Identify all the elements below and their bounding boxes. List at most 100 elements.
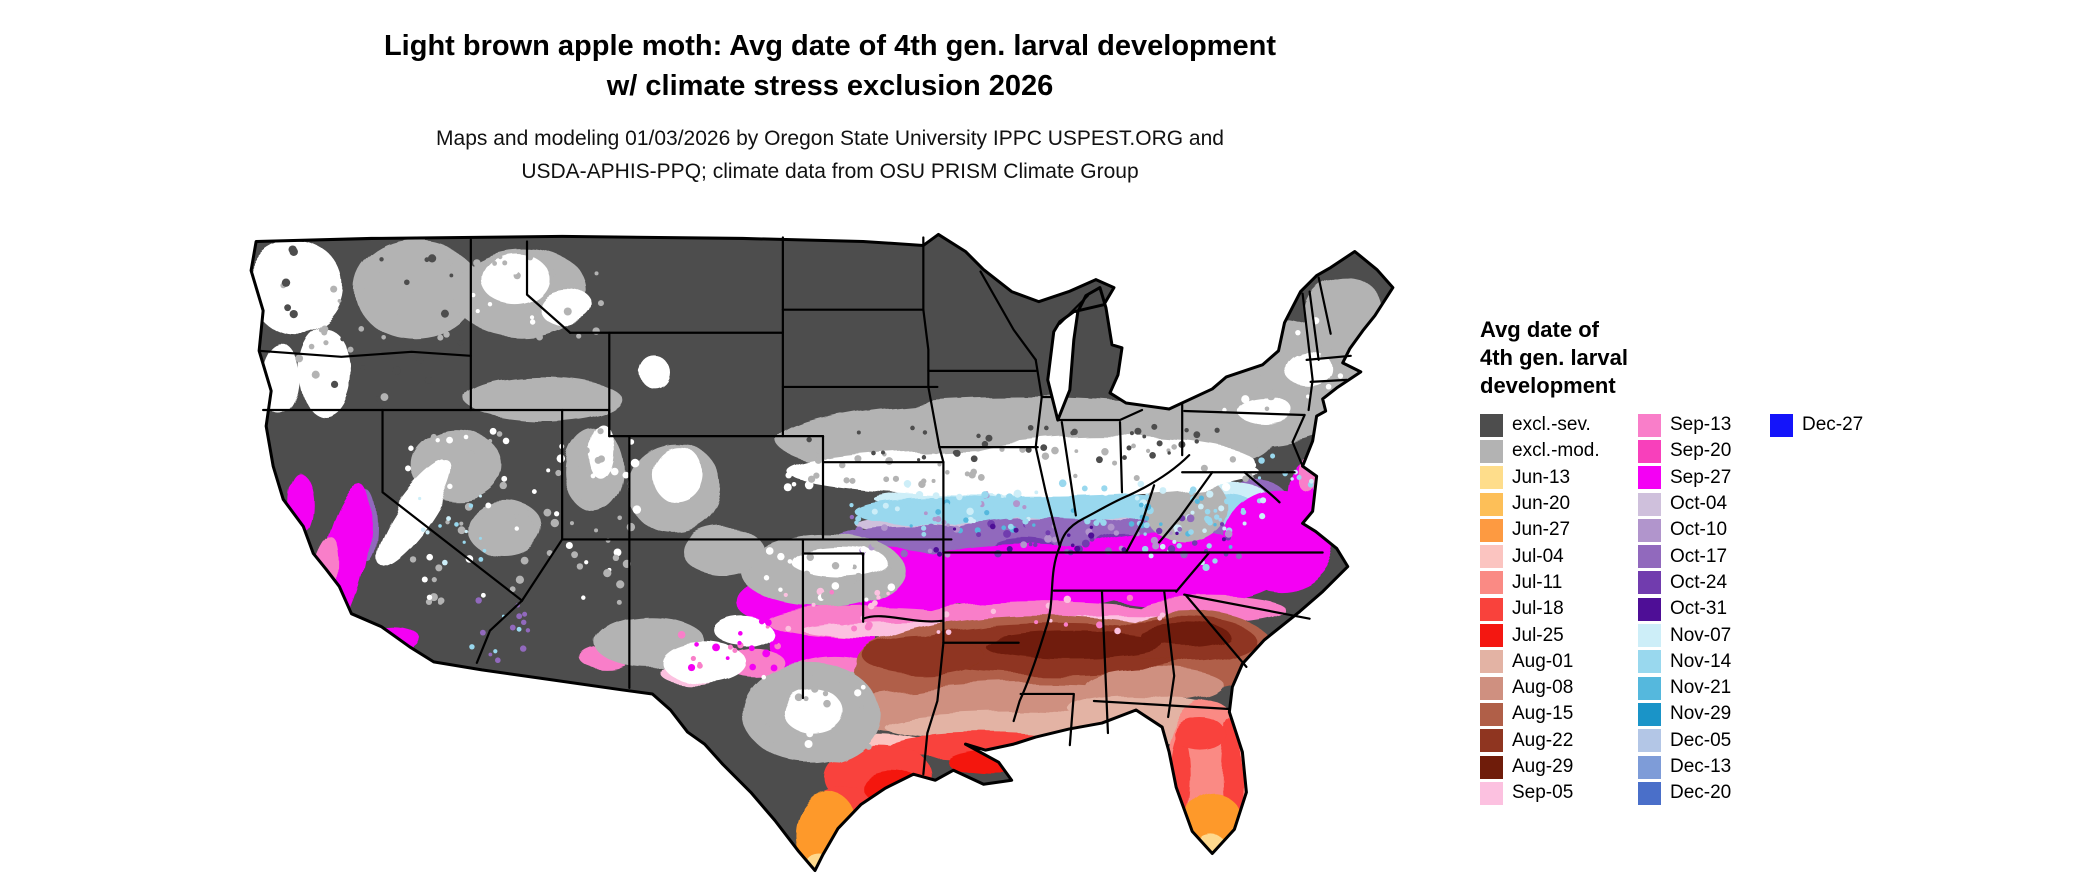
legend-item: Dec-13 [1638,754,1770,780]
us-map-svg [249,232,1395,873]
legend-item: Dec-05 [1638,728,1770,754]
legend-label: Oct-04 [1670,493,1728,515]
legend-item: Nov-21 [1638,675,1770,701]
map-title-line2: w/ climate stress exclusion 2026 [606,70,1054,102]
legend-item: Oct-04 [1638,491,1770,517]
legend-swatch [1638,518,1661,542]
legend-item: Jun-13 [1480,465,1638,491]
legend-label: Aug-15 [1512,703,1574,725]
legend-label: Aug-01 [1512,650,1574,672]
legend-swatch [1480,439,1503,463]
map-subtitle-line2: USDA-APHIS-PPQ; climate data from OSU PR… [521,160,1139,183]
legend-swatch [1638,466,1661,490]
legend-label: Oct-10 [1670,519,1728,541]
legend-label: excl.-mod. [1512,440,1600,462]
map-region-south-texas [791,789,859,871]
legend-label: Dec-05 [1670,729,1732,751]
legend-swatch [1638,413,1661,437]
us-choropleth-map [221,229,1425,888]
map-subtitle-line1: Maps and modeling 01/03/2026 by Oregon S… [436,127,1224,150]
legend-swatch [1638,650,1661,674]
legend-label: Jul-04 [1512,545,1564,567]
legend-label: Nov-21 [1670,677,1732,699]
legend-item: Sep-13 [1638,412,1770,438]
map-state-borders [258,236,1352,776]
legend-item: Sep-05 [1480,780,1638,806]
legend-item: excl.-sev. [1480,412,1638,438]
map-title-line1: Light brown apple moth: Avg date of 4th … [383,30,1277,62]
legend-item: Oct-17 [1638,543,1770,569]
map-region-florida [1167,700,1252,856]
legend-label: Sep-20 [1670,440,1732,462]
legend-item: Jun-27 [1480,517,1638,543]
legend-item: Sep-27 [1638,465,1770,491]
map-subtitle: Maps and modeling 01/03/2026 by Oregon S… [0,122,1660,188]
legend-item: Jul-25 [1480,622,1638,648]
legend-swatch [1638,492,1661,516]
legend-column-3: Dec-27 [1770,412,1890,438]
map-title: Light brown apple moth: Avg date of 4th … [0,26,1660,106]
legend-item: Jul-11 [1480,570,1638,596]
legend-column-1: excl.-sev. excl.-mod. Jun-13 Jun-20 Jun-27 Ju… [1480,412,1638,806]
map-legend: Avg date of 4th gen. larval development … [1480,316,1960,806]
legend-title-line3: development [1480,373,1616,398]
legend-columns: excl.-sev. excl.-mod. Jun-13 Jun-20 Jun-27 Ju… [1480,412,1960,806]
legend-swatch [1638,439,1661,463]
legend-label: Jun-20 [1512,493,1571,515]
legend-swatch [1770,413,1793,437]
legend-label: Oct-31 [1670,598,1728,620]
legend-swatch [1480,755,1503,779]
legend-title-line2: 4th gen. larval [1480,345,1628,370]
legend-item: Oct-24 [1638,570,1770,596]
legend-label: Nov-07 [1670,624,1732,646]
legend-swatch [1480,466,1503,490]
legend-swatch [1638,545,1661,569]
legend-swatch [1480,650,1503,674]
legend-item: Oct-31 [1638,596,1770,622]
legend-swatch [1480,729,1503,753]
legend-item: Aug-15 [1480,701,1638,727]
legend-item: Aug-08 [1480,675,1638,701]
legend-label: Aug-22 [1512,729,1574,751]
legend-label: Sep-27 [1670,466,1732,488]
legend-swatch [1480,781,1503,805]
legend-item: Oct-10 [1638,517,1770,543]
legend-swatch [1638,755,1661,779]
legend-item: Sep-20 [1638,438,1770,464]
legend-label: Oct-24 [1670,571,1728,593]
legend-swatch [1638,571,1661,595]
legend-label: Dec-27 [1802,414,1864,436]
legend-label: Jul-11 [1512,571,1563,593]
legend-swatch [1638,729,1661,753]
legend-label: Dec-13 [1670,756,1732,777]
legend-label: Jun-13 [1512,466,1571,488]
legend-item: Aug-01 [1480,649,1638,675]
legend-swatch [1480,571,1503,595]
map-raster-area [251,234,1393,871]
legend-label: Sep-05 [1512,782,1574,804]
legend-label: Jun-27 [1512,519,1571,541]
legend-item: excl.-mod. [1480,438,1638,464]
legend-item: Nov-29 [1638,701,1770,727]
legend-label: Aug-08 [1512,677,1574,699]
legend-label: Sep-13 [1670,414,1732,436]
legend-swatch [1480,702,1503,726]
legend-label: Oct-17 [1670,545,1728,567]
legend-title: Avg date of 4th gen. larval development [1480,316,1960,400]
legend-item: Jun-20 [1480,491,1638,517]
page-header: Light brown apple moth: Avg date of 4th … [0,26,1660,188]
legend-label: Nov-29 [1670,703,1732,725]
legend-label: Dec-20 [1670,782,1732,804]
legend-swatch [1638,781,1661,805]
legend-swatch [1480,518,1503,542]
legend-item: Jul-04 [1480,543,1638,569]
legend-label: Jul-25 [1512,624,1564,646]
legend-label: Aug-29 [1512,756,1574,777]
legend-item: Nov-07 [1638,622,1770,648]
legend-swatch [1480,413,1503,437]
legend-label: excl.-sev. [1512,414,1591,436]
legend-title-line1: Avg date of [1480,317,1599,342]
legend-swatch [1480,676,1503,700]
legend-swatch [1480,597,1503,621]
legend-item: Nov-14 [1638,649,1770,675]
